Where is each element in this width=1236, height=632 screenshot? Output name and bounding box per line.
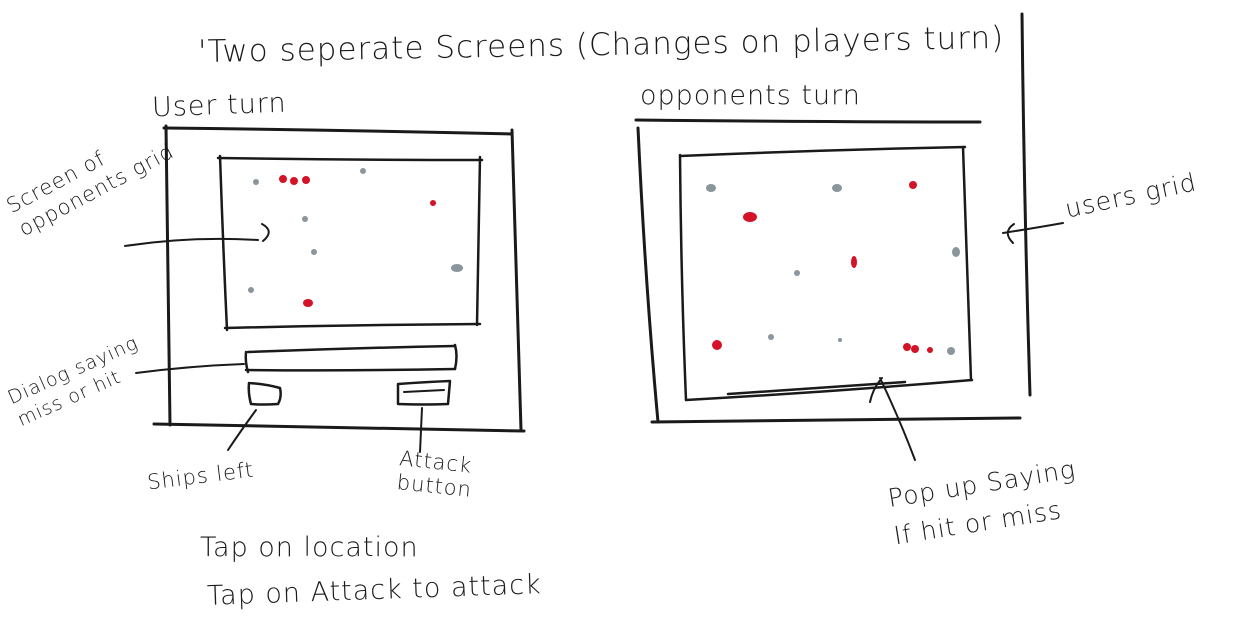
user-grid-markers <box>706 181 960 355</box>
hit-miss-dialog <box>244 343 458 374</box>
ships-left-pointer <box>227 409 257 451</box>
miss-marker <box>838 338 842 342</box>
opponent-grid-markers <box>248 168 463 307</box>
hit-marker <box>927 347 933 353</box>
miss-marker <box>768 334 774 340</box>
attack-pointer <box>419 407 423 453</box>
miss-marker <box>794 270 800 276</box>
user-turn-screen <box>152 124 526 433</box>
miss-marker <box>253 179 259 185</box>
dialog-pointer <box>135 363 245 374</box>
hit-marker <box>712 340 722 350</box>
opponent-grid-panel <box>216 154 484 332</box>
hit-marker <box>851 256 857 268</box>
users-grid-arrow <box>1002 222 1064 244</box>
hit-marker <box>430 200 436 206</box>
miss-marker <box>248 287 254 293</box>
opponent-grid-arrow <box>124 223 270 247</box>
miss-marker <box>302 216 308 222</box>
hit-marker <box>302 176 310 184</box>
opponent-turn-screen <box>634 12 1032 424</box>
popup-pointer <box>869 377 916 461</box>
opponent-turn-label: opponents turn <box>640 80 861 111</box>
instruction-line: Tap on location <box>200 532 419 563</box>
miss-marker <box>311 249 317 255</box>
miss-marker <box>947 347 955 355</box>
hit-marker <box>290 177 298 185</box>
popup-bar <box>726 380 907 396</box>
miss-marker <box>360 168 366 174</box>
hit-marker <box>743 212 757 222</box>
hit-marker <box>279 175 287 183</box>
attack-button-annotation: Attack button <box>396 446 476 502</box>
miss-marker <box>706 184 716 192</box>
miss-marker <box>832 184 842 192</box>
hit-marker <box>903 343 911 351</box>
miss-marker <box>451 264 463 272</box>
hit-marker <box>303 299 313 307</box>
hit-marker <box>909 181 917 189</box>
user-grid-panel <box>678 145 974 402</box>
hit-marker <box>911 345 919 353</box>
attack-button[interactable] <box>396 379 452 406</box>
miss-marker <box>952 247 960 257</box>
user-turn-label: User turn <box>151 87 288 124</box>
ships-left-indicator <box>247 381 282 406</box>
